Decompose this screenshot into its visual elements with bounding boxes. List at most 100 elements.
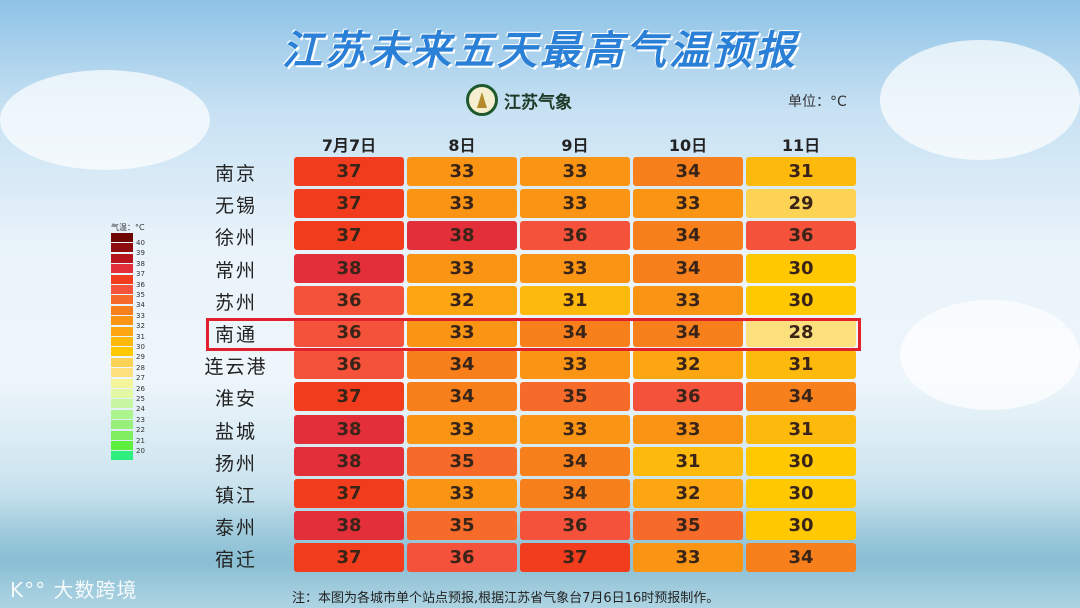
legend-label: 30: [136, 343, 145, 351]
legend-swatch: [111, 347, 133, 357]
legend-label: 24: [136, 405, 145, 414]
temp-cell: 34: [633, 157, 743, 186]
page-title: 江苏未来五天最高气温预报: [282, 28, 798, 74]
legend-label: 26: [136, 384, 145, 393]
jiangsu-meteorology-seal-icon: [466, 84, 498, 116]
temp-cell: 34: [520, 479, 630, 508]
temp-cell: 37: [294, 189, 404, 219]
temp-cell: 36: [294, 318, 404, 347]
temp-cell: 38: [407, 221, 517, 251]
temp-cell: 33: [633, 285, 743, 315]
temp-cell: 37: [294, 157, 404, 186]
legend-label: 32: [136, 322, 145, 331]
temp-cell: 33: [407, 189, 517, 219]
column-header: 10日: [668, 136, 708, 155]
legend-label: 21: [136, 436, 145, 445]
watermark-logo-icon: K°°: [10, 578, 54, 602]
temp-cell: 35: [407, 511, 517, 541]
temp-cell: 37: [294, 382, 404, 412]
watermark: K°° 大数跨境: [10, 574, 137, 603]
legend-swatch: [111, 420, 133, 430]
temp-cell: 38: [294, 511, 404, 541]
temp-cell: 33: [407, 157, 517, 186]
column-header: 11日: [781, 136, 821, 155]
legend-swatch: [111, 326, 133, 336]
temp-cell: 33: [520, 189, 630, 219]
legend-swatch: [111, 285, 133, 294]
temp-cell: 28: [746, 318, 856, 347]
temp-cell: 32: [407, 285, 517, 315]
legend-swatch: [111, 357, 133, 367]
legend-swatch: [111, 295, 133, 305]
cloud: [0, 70, 210, 170]
legend-swatch: [111, 305, 133, 315]
city-label: 宿迁: [214, 549, 257, 572]
legend-swatch: [111, 389, 133, 398]
highlight-box: [206, 318, 861, 351]
city-label: 镇江: [214, 485, 257, 507]
column-header: 9日: [561, 136, 589, 155]
temp-cell: 33: [407, 253, 517, 283]
legend-label: 37: [136, 270, 145, 279]
watermark-text: 大数跨境: [53, 578, 138, 602]
temp-cell: 33: [633, 189, 743, 219]
city-label: 南京: [214, 163, 257, 185]
temp-cell: 33: [407, 479, 517, 508]
temp-cell: 36: [520, 221, 630, 251]
footnote: 注：本图为各城市单个站点预报,根据江苏省气象台7月6日16时预报制作。: [292, 591, 720, 606]
legend-swatch: [111, 441, 133, 450]
temp-cell: 36: [520, 511, 630, 541]
unit-label: 单位：°C: [788, 94, 847, 110]
temp-cell: 33: [520, 253, 630, 283]
cloud: [880, 40, 1080, 160]
city-label: 常州: [214, 259, 257, 282]
city-label: 扬州: [214, 452, 257, 475]
temp-cell: 37: [294, 479, 404, 508]
column-header: 7月7日: [321, 136, 377, 155]
legend-swatch: [111, 451, 133, 461]
legend-label: 35: [136, 291, 145, 299]
temp-cell: 34: [407, 382, 517, 412]
city-label: 徐州: [214, 227, 257, 250]
legend-swatch: [111, 243, 133, 253]
temp-cell: 34: [520, 318, 630, 347]
temp-cell: 31: [746, 414, 856, 444]
temp-cell: 36: [633, 382, 743, 412]
temp-cell: 30: [746, 253, 856, 283]
temp-cell: 34: [407, 350, 517, 380]
legend-swatch: [111, 253, 133, 263]
city-label: 无锡: [214, 195, 257, 218]
city-label: 泰州: [214, 517, 257, 540]
legend-label: 27: [136, 374, 145, 383]
legend-title: 气温：°C: [111, 223, 145, 232]
legend-label: 33: [136, 311, 145, 320]
temp-cell: 36: [294, 285, 404, 315]
temp-cell: 38: [294, 414, 404, 444]
legend-label: 34: [136, 301, 145, 310]
temp-cell: 38: [294, 446, 404, 476]
temp-cell: 33: [520, 414, 630, 444]
temp-cell: 34: [633, 318, 743, 347]
legend-swatch: [111, 316, 133, 326]
city-label: 苏州: [214, 291, 257, 314]
temp-cell: 31: [520, 285, 630, 315]
temp-cell: 34: [520, 446, 630, 476]
temp-cell: 34: [746, 382, 856, 412]
legend-label: 25: [136, 395, 145, 403]
temp-cell: 30: [746, 479, 856, 508]
temp-cell: 33: [407, 318, 517, 347]
legend-swatch: [111, 430, 133, 440]
legend-label: 20: [136, 447, 145, 455]
temp-cell: 36: [407, 543, 517, 573]
temp-cell: 31: [746, 157, 856, 186]
legend-label: 40: [136, 239, 145, 247]
legend-swatch: [111, 368, 133, 378]
temp-cell: 36: [294, 350, 404, 380]
temp-cell: 35: [520, 382, 630, 412]
temp-cell: 30: [746, 285, 856, 315]
column-header: 8日: [448, 136, 476, 155]
temp-cell: 34: [633, 253, 743, 283]
temp-cell: 34: [746, 543, 856, 573]
temp-cell: 34: [633, 221, 743, 251]
temp-cell: 33: [633, 414, 743, 444]
